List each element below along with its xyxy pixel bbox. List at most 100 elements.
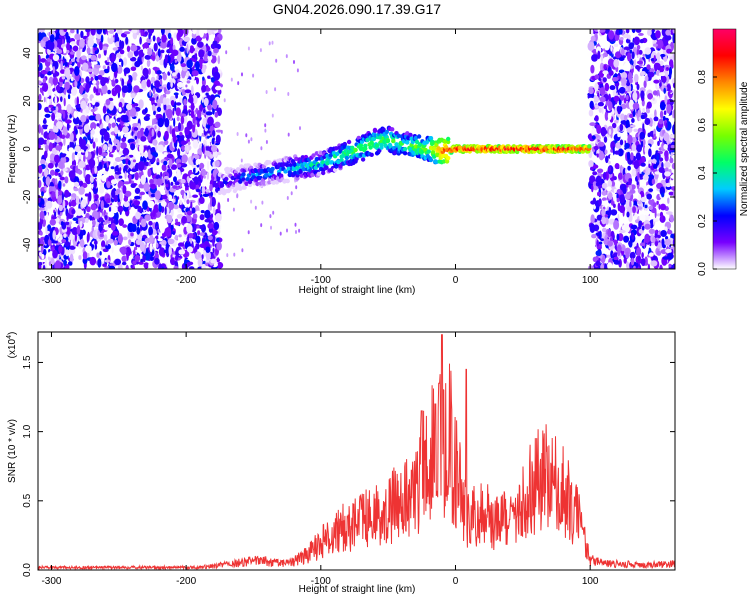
noise-speckle [57,190,64,196]
noise-speckle [275,58,278,63]
noise-speckle [165,189,169,195]
noise-speckle [195,61,200,70]
noise-speckle [653,164,658,169]
noise-speckle [633,265,637,269]
noise-speckle [601,182,608,189]
noise-speckle [174,234,178,240]
noise-speckle [157,144,164,153]
signal-cell [325,161,330,166]
noise-speckle [598,230,602,241]
noise-speckle [195,235,201,244]
noise-speckle [618,29,623,35]
noise-speckle [150,256,154,262]
signal-cell [368,145,373,150]
signal-cell [394,142,399,147]
noise-speckle [79,38,85,49]
noise-speckle [642,108,646,113]
signal-cell [446,155,451,161]
signal-cell [242,185,247,190]
noise-speckle [217,257,220,262]
noise-speckle [656,95,660,102]
noise-speckle [591,184,594,193]
noise-speckle [172,185,178,189]
noise-speckle [58,161,64,169]
noise-speckle [48,251,54,258]
noise-speckle [649,241,652,247]
noise-speckle [173,198,176,203]
noise-speckle [669,157,674,164]
noise-speckle [77,126,83,130]
noise-speckle [130,66,137,72]
noise-speckle [195,35,203,42]
signal-cell [385,138,391,144]
noise-speckle [247,46,250,51]
noise-speckle [644,233,650,244]
noise-speckle [628,99,635,110]
noise-speckle [201,168,207,177]
noise-speckle [79,180,84,186]
noise-speckle [139,143,144,154]
noise-speckle [199,214,205,221]
noise-speckle [138,99,144,109]
noise-speckle [61,238,67,243]
x-tick-label: -100 [311,576,331,587]
signal-cell [285,178,290,184]
noise-speckle [50,107,55,111]
noise-speckle [184,144,187,155]
noise-speckle [635,152,641,161]
noise-speckle [158,86,164,90]
noise-speckle [89,175,94,183]
noise-speckle [629,251,636,260]
noise-speckle [120,32,127,38]
noise-speckle [38,137,45,145]
noise-speckle [113,139,120,144]
noise-speckle [602,172,607,180]
noise-speckle [157,48,161,58]
noise-speckle [70,29,75,34]
noise-speckle [164,54,168,64]
signal-cell [379,142,384,148]
noise-speckle [672,109,675,119]
noise-speckle [174,221,181,226]
noise-speckle [106,240,109,246]
noise-speckle [604,110,609,121]
noise-speckle [86,47,91,55]
noise-speckle [123,201,130,208]
noise-speckle [601,106,604,114]
noise-speckle [644,223,651,230]
noise-speckle [48,142,53,152]
noise-speckle [165,183,169,188]
noise-speckle [207,160,210,171]
noise-speckle [69,132,74,143]
noise-speckle [94,102,100,107]
noise-speckle [167,238,175,245]
snr-yscale-close: ) [7,332,18,335]
noise-speckle [43,96,46,103]
noise-speckle [648,163,651,168]
noise-speckle [592,197,597,204]
noise-speckle [199,243,206,248]
noise-speckle [635,29,642,33]
noise-speckle [98,206,101,210]
noise-speckle [616,197,620,203]
noise-speckle [130,264,133,269]
noise-speckle [72,217,79,221]
noise-speckle [171,72,177,77]
noise-speckle [144,107,148,114]
noise-speckle [247,139,250,144]
noise-speckle [659,65,664,74]
noise-speckle [110,223,116,231]
noise-speckle [176,81,184,88]
noise-speckle [69,253,74,264]
noise-speckle [160,49,165,54]
noise-speckle [60,153,66,158]
signal-cell [356,135,361,141]
noise-speckle [217,202,221,212]
noise-speckle [97,53,102,59]
noise-speckle [670,174,675,179]
noise-speckle [210,213,214,219]
noise-speckle [140,218,147,228]
noise-speckle [620,113,625,121]
noise-speckle [290,191,293,196]
